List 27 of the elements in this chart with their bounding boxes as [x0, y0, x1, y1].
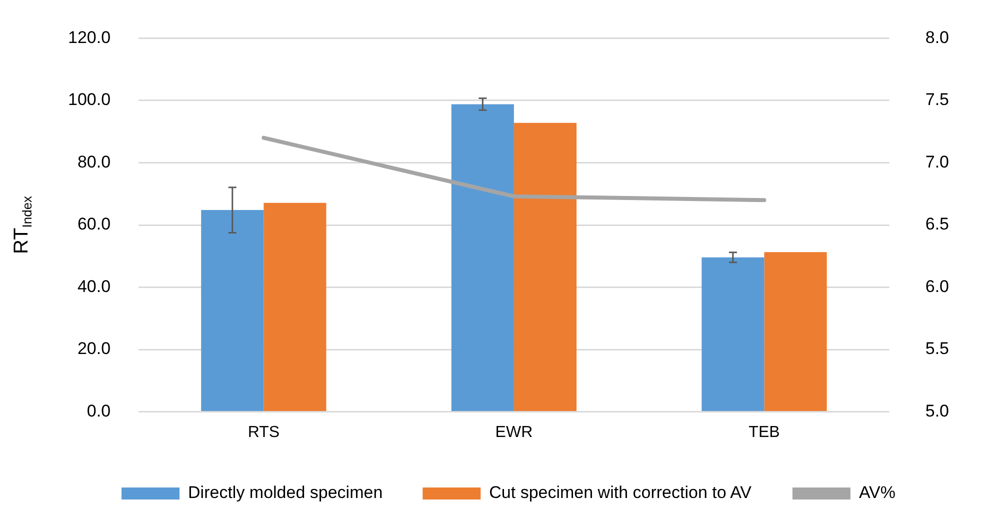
y2-tick-label: 5.5 — [925, 339, 950, 358]
x-tick-label: TEB — [748, 424, 780, 441]
y-tick-label: 60.0 — [77, 214, 111, 234]
y-tick-label: 100.0 — [68, 90, 111, 110]
y2-tick-label: 7.0 — [925, 152, 950, 172]
y-tick-label: 40.0 — [77, 276, 111, 296]
legend-label: Cut specimen with correction to AV — [489, 483, 752, 502]
bar — [514, 122, 577, 412]
legend-label: Directly molded specimen — [188, 483, 383, 502]
y-tick-label: 120.0 — [68, 28, 111, 47]
legend-label: AV% — [858, 483, 896, 502]
y-tick-label: 0.0 — [86, 401, 111, 420]
bar — [702, 257, 764, 412]
y-tick-label: 80.0 — [77, 152, 111, 172]
y-tick-label: 20.0 — [77, 339, 111, 358]
y2-tick-label: 8.0 — [925, 28, 950, 47]
x-tick-label: EWR — [495, 424, 533, 441]
x-tick-label: RTS — [248, 424, 280, 441]
y2-tick-label: 5.0 — [925, 401, 950, 420]
bar — [764, 252, 827, 412]
bar — [264, 202, 326, 412]
y-axis-title: RTIndex — [10, 195, 35, 254]
y2-tick-label: 6.5 — [925, 214, 950, 234]
bar — [451, 104, 514, 412]
y2-tick-label: 6.0 — [925, 276, 950, 296]
y2-tick-label: 7.5 — [925, 90, 950, 110]
bar — [201, 210, 264, 412]
